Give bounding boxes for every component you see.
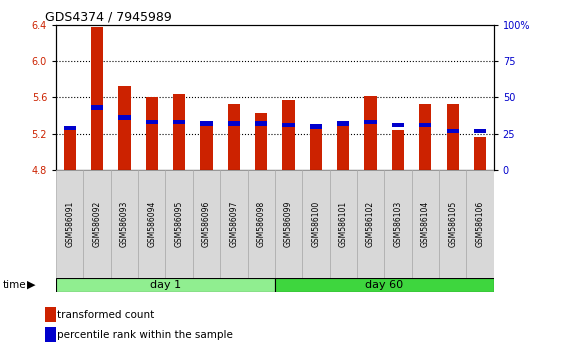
Bar	[247, 170, 275, 278]
Text: GSM586096: GSM586096	[202, 201, 211, 247]
Bar	[466, 170, 494, 278]
Text: GSM586095: GSM586095	[174, 201, 183, 247]
Bar	[275, 278, 494, 292]
Text: GDS4374 / 7945989: GDS4374 / 7945989	[45, 10, 172, 23]
Text: ▶: ▶	[27, 280, 35, 290]
Text: GSM586101: GSM586101	[339, 201, 348, 247]
Bar	[357, 170, 384, 278]
Bar	[255, 121, 268, 126]
Bar	[220, 170, 247, 278]
Text: day 1: day 1	[150, 280, 181, 290]
Bar	[474, 137, 486, 170]
Bar	[91, 105, 103, 110]
Bar	[310, 124, 322, 129]
Bar	[365, 120, 377, 124]
Bar	[337, 121, 350, 126]
Bar	[138, 170, 165, 278]
Bar	[282, 100, 295, 170]
Text: GSM586104: GSM586104	[421, 201, 430, 247]
Bar	[45, 307, 56, 322]
Bar	[419, 104, 431, 170]
Bar	[173, 94, 185, 170]
Bar	[63, 127, 76, 170]
Bar	[447, 129, 459, 133]
Bar	[439, 170, 466, 278]
Bar	[275, 170, 302, 278]
Text: GSM586092: GSM586092	[93, 201, 102, 247]
Bar	[146, 97, 158, 170]
Bar	[419, 123, 431, 127]
Text: GSM586102: GSM586102	[366, 201, 375, 247]
Bar	[173, 120, 185, 124]
Text: GSM586094: GSM586094	[148, 201, 157, 247]
Bar	[255, 113, 268, 170]
Text: GSM586099: GSM586099	[284, 201, 293, 247]
Bar	[384, 170, 412, 278]
Bar	[111, 170, 138, 278]
Text: transformed count: transformed count	[57, 310, 154, 320]
Text: percentile rank within the sample: percentile rank within the sample	[57, 330, 233, 339]
Bar	[282, 123, 295, 127]
Bar	[165, 170, 193, 278]
Bar	[392, 130, 404, 170]
Bar	[200, 121, 213, 126]
Text: GSM586093: GSM586093	[120, 201, 129, 247]
Bar	[365, 96, 377, 170]
Bar	[330, 170, 357, 278]
Bar	[63, 126, 76, 130]
Text: GSM586103: GSM586103	[393, 201, 402, 247]
Bar	[84, 170, 111, 278]
Bar	[91, 27, 103, 170]
Text: GSM586106: GSM586106	[476, 201, 485, 247]
Bar	[302, 170, 329, 278]
Bar	[146, 120, 158, 124]
Bar	[474, 129, 486, 133]
Text: GSM586100: GSM586100	[311, 201, 320, 247]
Bar	[412, 170, 439, 278]
Text: GSM586098: GSM586098	[257, 201, 266, 247]
Bar	[45, 327, 56, 342]
Bar	[118, 115, 131, 120]
Bar	[447, 104, 459, 170]
Text: day 60: day 60	[365, 280, 403, 290]
Bar	[228, 104, 240, 170]
Bar	[310, 127, 322, 170]
Text: GSM586105: GSM586105	[448, 201, 457, 247]
Bar	[56, 170, 84, 278]
Bar	[200, 125, 213, 170]
Bar	[193, 170, 220, 278]
Bar	[56, 278, 275, 292]
Text: GSM586097: GSM586097	[229, 201, 238, 247]
Bar	[337, 125, 350, 170]
Bar	[118, 86, 131, 170]
Bar	[392, 123, 404, 127]
Text: time: time	[3, 280, 26, 290]
Text: GSM586091: GSM586091	[65, 201, 74, 247]
Bar	[228, 121, 240, 126]
